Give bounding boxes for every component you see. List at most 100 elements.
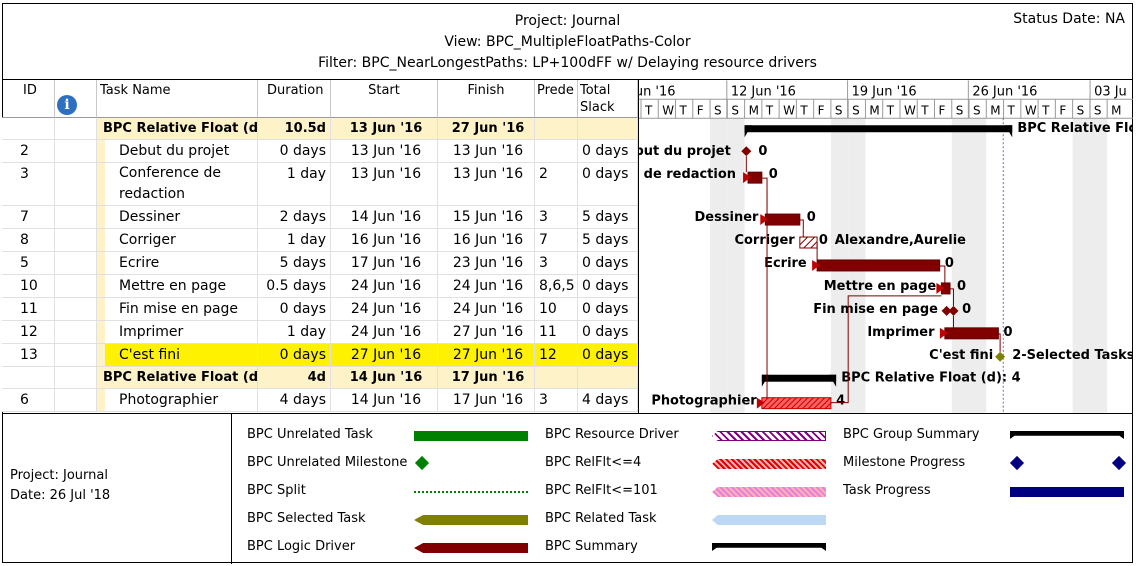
cell-pred: 11 xyxy=(535,321,578,343)
task-row[interactable]: 10 Mettre en page 0.5 days 24 Jun '16 24 Jun… xyxy=(2,275,638,298)
task-arrow xyxy=(939,327,948,339)
task-arrow xyxy=(760,214,769,226)
task-row[interactable]: 11 Fin mise en page 0 days 24 Jun '16 24 Jun… xyxy=(2,298,638,321)
summary-row[interactable]: BPC Relative Float (d): 44d14 Jun '1617 … xyxy=(2,367,638,389)
cell-finish: 24 Jun '16 xyxy=(438,275,535,297)
task-right-label: 0 xyxy=(819,233,828,248)
day-label: T xyxy=(644,103,653,117)
cell-name: Fin mise en page xyxy=(97,298,258,320)
cell-pred xyxy=(535,367,578,388)
cell-slack: 0 days xyxy=(578,298,638,320)
day-label: F xyxy=(818,103,825,117)
outline-indent xyxy=(97,298,105,320)
cell-id: 8 xyxy=(2,229,55,251)
legend-project-info: Project: Journal Date: 26 Jul '18 xyxy=(2,414,232,564)
cell-slack: 0 days xyxy=(578,344,638,366)
col-header-total-slack[interactable]: Total Slack xyxy=(578,80,638,118)
col-header-info[interactable]: i xyxy=(55,80,97,118)
footer-date: Date: 26 Jul '18 xyxy=(10,488,111,503)
cell-finish: 17 Jun '16 xyxy=(438,367,535,388)
view-title: View: BPC_MultipleFloatPaths-Color xyxy=(444,34,691,50)
cell-id: 6 xyxy=(2,389,55,411)
cell-duration: 1 day xyxy=(258,321,331,343)
bar-ecrire xyxy=(816,259,941,272)
task-left-label: Corriger xyxy=(735,233,796,248)
col-header-duration[interactable]: Duration xyxy=(258,80,331,118)
week-label: 26 Jun '16 xyxy=(972,84,1037,99)
legend-symbol xyxy=(712,515,826,525)
cell-slack: 0 days xyxy=(578,275,638,297)
weekend-shade xyxy=(727,118,745,413)
cell-slack xyxy=(578,367,638,388)
legend-symbol xyxy=(1009,455,1025,471)
bar-imprimer xyxy=(944,327,999,340)
task-right-label: 0 xyxy=(807,210,816,225)
cell-start: 13 Jun '16 xyxy=(331,140,438,162)
legend-label: BPC RelFlt<=101 xyxy=(545,483,658,498)
day-label: T xyxy=(920,103,929,117)
task-row[interactable]: 12 Imprimer 1 day 24 Jun '16 27 Jun '16 11 0 d… xyxy=(2,321,638,344)
col-header-id[interactable]: ID xyxy=(2,80,55,118)
cell-pred: 8,6,5 xyxy=(535,275,578,297)
cell-duration: 0.5 days xyxy=(258,275,331,297)
cell-id: 5 xyxy=(2,252,55,274)
day-label: M xyxy=(749,103,759,117)
day-label: W xyxy=(1025,103,1037,117)
cell-id: 7 xyxy=(2,206,55,228)
cell-slack: 0 days xyxy=(578,321,638,343)
task-right-label: 0 xyxy=(769,167,778,182)
legend-symbol xyxy=(1111,455,1127,471)
project-title: Project: Journal xyxy=(514,13,621,29)
col-finish-label: Finish xyxy=(467,83,505,98)
week-label: Jun '16 xyxy=(638,84,675,99)
filter-title: Filter: BPC_NearLongestPaths: LP+100dFF … xyxy=(318,55,817,71)
cell-id: 2 xyxy=(2,140,55,162)
col-header-task-name[interactable]: Task Name xyxy=(97,80,258,118)
legend-label: BPC Resource Driver xyxy=(545,427,679,442)
cell-id: 11 xyxy=(2,298,55,320)
day-label: T xyxy=(1007,103,1016,117)
cell-pred xyxy=(535,118,578,139)
cell-pred: 2 xyxy=(535,163,578,205)
cell-name: Corriger xyxy=(97,229,258,251)
day-label: F xyxy=(938,103,945,117)
outline-indent xyxy=(97,206,105,228)
task-row[interactable]: 2 Debut du projet 0 days 13 Jun '16 13 Jun '… xyxy=(2,140,638,163)
cell-id xyxy=(2,367,55,388)
bar-corriger xyxy=(799,236,818,249)
task-row[interactable]: 13 C'est fini 0 days 27 Jun '16 27 Jun '16 12… xyxy=(2,344,638,367)
task-row[interactable]: 7 Dessiner 2 days 14 Jun '16 15 Jun '16 3 5 da… xyxy=(2,206,638,229)
task-row[interactable]: 6 Photographier 4 days 14 Jun '16 17 Jun '16… xyxy=(2,389,638,412)
cell-pred: 12 xyxy=(535,344,578,366)
weekend-shade xyxy=(1072,118,1090,413)
task-table: ID i Task Name Duration Start Finish Pre… xyxy=(2,80,638,413)
outline-indent xyxy=(97,321,105,343)
cell-start: 16 Jun '16 xyxy=(331,229,438,251)
task-row[interactable]: 8 Corriger 1 day 16 Jun '16 16 Jun '16 7 5 day… xyxy=(2,229,638,252)
cell-info xyxy=(55,367,97,388)
task-row[interactable]: 5 Ecrire 5 days 17 Jun '16 23 Jun '16 3 0 days xyxy=(2,252,638,275)
col-header-finish[interactable]: Finish xyxy=(438,80,535,118)
outline-indent xyxy=(97,229,105,251)
day-label: W xyxy=(904,103,916,117)
report-header: Project: Journal View: BPC_MultipleFloat… xyxy=(2,3,1133,80)
cell-duration: 10.5d xyxy=(258,118,331,139)
cell-info xyxy=(55,321,97,343)
task-right-label: 0 xyxy=(758,144,767,159)
col-header-predecessors[interactable]: Prede xyxy=(535,80,578,118)
outline-indent xyxy=(97,163,105,205)
day-label: M xyxy=(1111,103,1121,117)
task-row[interactable]: 3 Conference de redaction 1 day 13 Jun '16 1… xyxy=(2,163,638,206)
cell-start: 24 Jun '16 xyxy=(331,321,438,343)
task-arrow xyxy=(936,282,945,294)
weekend-shade xyxy=(710,118,728,413)
cell-info xyxy=(55,275,97,297)
col-header-start[interactable]: Start xyxy=(331,80,438,118)
legend-symbol xyxy=(414,455,430,471)
task-left-label: ebut du projet xyxy=(638,144,731,159)
cell-id: 13 xyxy=(2,344,55,366)
weekend-shade xyxy=(1089,118,1108,413)
day-label: T xyxy=(886,103,895,117)
day-label: M xyxy=(990,103,1000,117)
